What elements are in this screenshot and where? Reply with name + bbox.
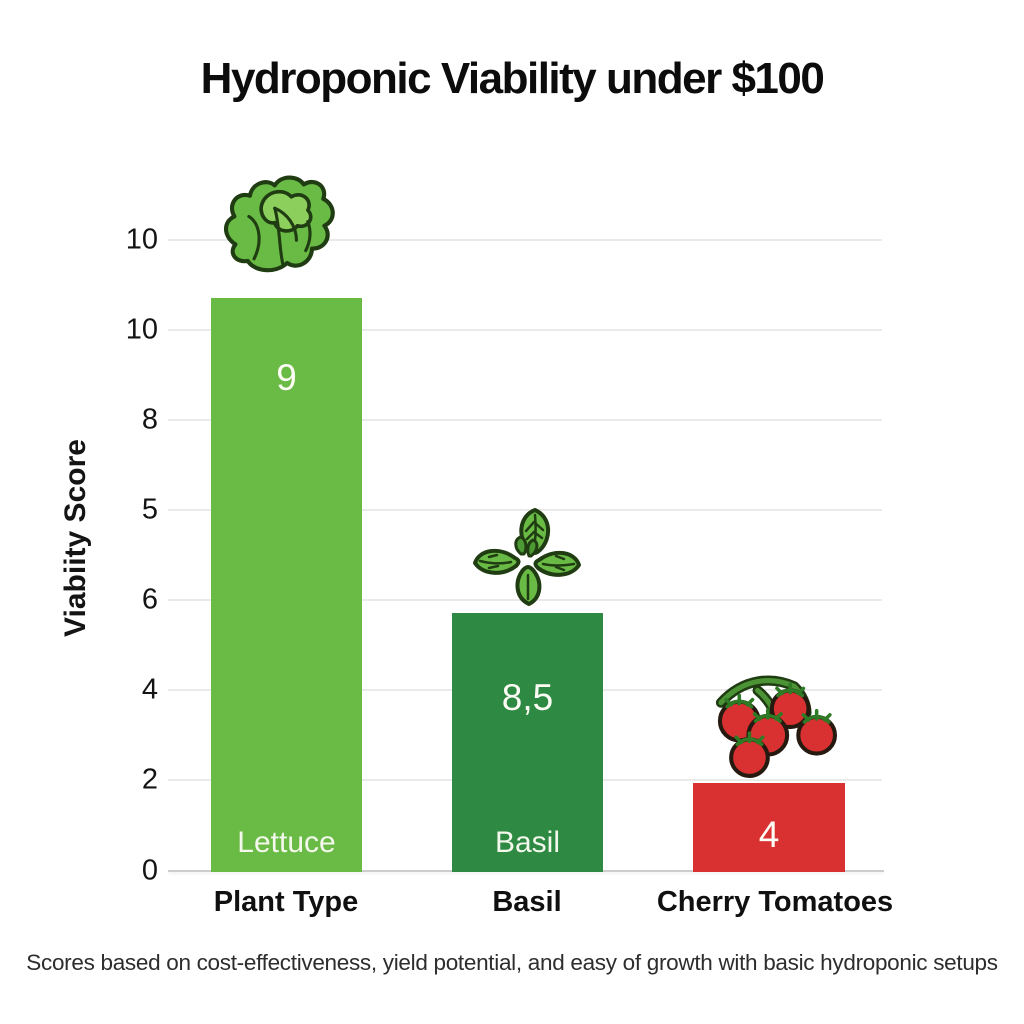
basil-icon (463, 504, 591, 610)
y-tick-label: 5 (141, 493, 158, 526)
cherry-tomatoes-icon (700, 666, 860, 780)
footnote: Scores based on cost-effectiveness, yiel… (26, 950, 998, 975)
gridline (168, 419, 882, 421)
lettuce-icon (214, 172, 352, 294)
bar-inner-label: Lettuce (237, 826, 336, 859)
y-tick-label: 6 (141, 583, 158, 616)
y-tick-label: 10 (125, 223, 158, 256)
y-tick-label: 0 (141, 854, 158, 887)
x-category-label: Cherry Tomatoes (656, 886, 894, 918)
y-tick-label: 10 (125, 313, 158, 346)
y-tick-label: 8 (141, 403, 158, 436)
bar-value-label: 8,5 (501, 677, 554, 718)
gridline (168, 509, 882, 511)
bar-cherry-tomatoes: 4 (693, 783, 845, 872)
bar-basil: 8,5 Basil (452, 613, 603, 872)
bar-value-label: 9 (276, 357, 297, 398)
bar-lettuce: 9 Lettuce (211, 298, 362, 872)
gridline (168, 239, 882, 241)
bar-value-label: 4 (758, 814, 780, 855)
chart-title: Hydroponic Viability under $100 (200, 54, 825, 103)
bar-inner-label: Basil (494, 826, 561, 859)
y-tick-label: 4 (141, 673, 158, 706)
x-category-label: Basil (492, 886, 562, 918)
y-tick-label: 2 (141, 763, 158, 796)
gridline (168, 329, 882, 331)
x-category-label: Plant Type (213, 886, 359, 918)
